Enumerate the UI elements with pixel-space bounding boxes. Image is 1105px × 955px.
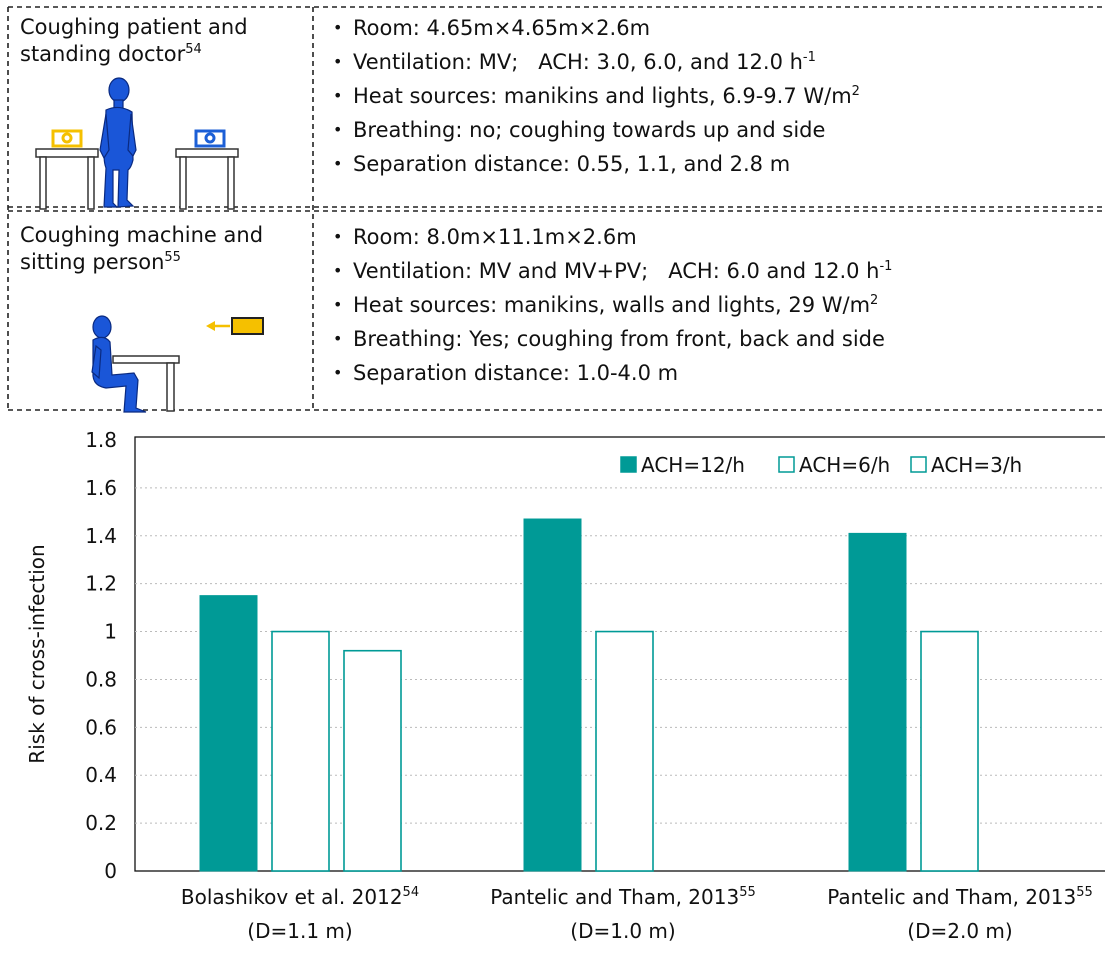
legend-label: ACH=12/h <box>641 453 745 477</box>
study-table <box>7 6 1105 413</box>
case-description-2: Coughing machine and sitting person55 <box>20 222 263 276</box>
legend: ACH=12/h ACH=6/h ACH=3/h <box>620 453 1022 477</box>
bar-ach-12-h <box>199 595 258 872</box>
case-line: standing doctor54 <box>20 42 202 66</box>
cough-machine-icon <box>231 317 264 335</box>
x-category-label: Bolashikov et al. 201254 (D=1.1 m) <box>180 885 420 943</box>
detail-item: Breathing: no; coughing towards up and s… <box>333 115 860 149</box>
reference-sup: 54 <box>185 42 202 57</box>
detail-item: Room: 4.65m×4.65m×2.6m <box>333 13 860 47</box>
table-icon <box>35 148 99 210</box>
laptop-icon <box>194 129 226 148</box>
bar-ach-12-h <box>523 518 582 872</box>
table-icon <box>112 355 180 412</box>
bar-ach-3-h <box>343 649 402 872</box>
laptop-icon <box>51 129 83 148</box>
y-tick-label: 0.4 <box>85 763 117 787</box>
bar-ach-6-h <box>595 630 654 872</box>
reference-sup: 55 <box>164 250 181 265</box>
case-line: sitting person55 <box>20 250 181 274</box>
y-tick-label: 0.8 <box>85 667 117 691</box>
legend-swatch <box>910 456 927 473</box>
case-line: Coughing machine and <box>20 223 264 247</box>
y-tick-label: 1.4 <box>85 524 117 548</box>
standing-person-icon <box>99 77 137 208</box>
case-line: Coughing patient and <box>20 15 248 39</box>
detail-item: Ventilation: MV and MV+PV; ACH: 6.0 and … <box>333 256 892 290</box>
y-tick-label: 1.2 <box>85 572 117 596</box>
legend-label: ACH=3/h <box>931 453 1022 477</box>
x-category-label: Pantelic and Tham, 201355 (D=1.0 m) <box>490 885 756 943</box>
bar-ach-6-h <box>920 630 979 872</box>
case-description-1: Coughing patient and standing doctor54 <box>20 14 248 68</box>
x-category-label: Pantelic and Tham, 201355 (D=2.0 m) <box>827 885 1093 943</box>
case-details-2: Room: 8.0m×11.1m×2.6m Ventilation: MV an… <box>333 222 892 392</box>
case-details-1: Room: 4.65m×4.65m×2.6m Ventilation: MV; … <box>333 13 860 183</box>
y-tick-label: 0.6 <box>85 715 117 739</box>
seated-person-icon <box>91 315 147 413</box>
y-tick-label: 1 <box>104 620 117 644</box>
detail-item: Ventilation: MV; ACH: 3.0, 6.0, and 12.0… <box>333 47 860 81</box>
detail-item: Room: 8.0m×11.1m×2.6m <box>333 222 892 256</box>
legend-label: ACH=6/h <box>799 453 890 477</box>
legend-swatch <box>778 456 795 473</box>
detail-item: Heat sources: manikins, walls and lights… <box>333 290 892 324</box>
detail-item: Separation distance: 0.55, 1.1, and 2.8 … <box>333 149 860 183</box>
y-axis-ticks: 0 0.2 0.4 0.6 0.8 1 1.2 1.4 1.6 1.8 <box>85 428 117 883</box>
detail-item: Breathing: Yes; coughing from front, bac… <box>333 324 892 358</box>
bars <box>199 518 979 872</box>
y-tick-label: 1.8 <box>85 428 117 452</box>
bar-ach-12-h <box>848 532 907 872</box>
y-tick-label: 0 <box>104 859 117 883</box>
y-tick-label: 0.2 <box>85 811 117 835</box>
detail-item: Heat sources: manikins and lights, 6.9-9… <box>333 81 860 115</box>
y-tick-label: 1.6 <box>85 476 117 500</box>
detail-item: Separation distance: 1.0-4.0 m <box>333 358 892 392</box>
table-icon <box>175 148 239 210</box>
arrow-icon <box>206 321 230 331</box>
y-axis-label: Risk of cross-infection <box>25 544 49 763</box>
row2-illustration <box>91 315 264 413</box>
bar-ach-6-h <box>271 630 330 872</box>
row1-illustration <box>35 77 239 210</box>
legend-swatch <box>620 456 637 473</box>
